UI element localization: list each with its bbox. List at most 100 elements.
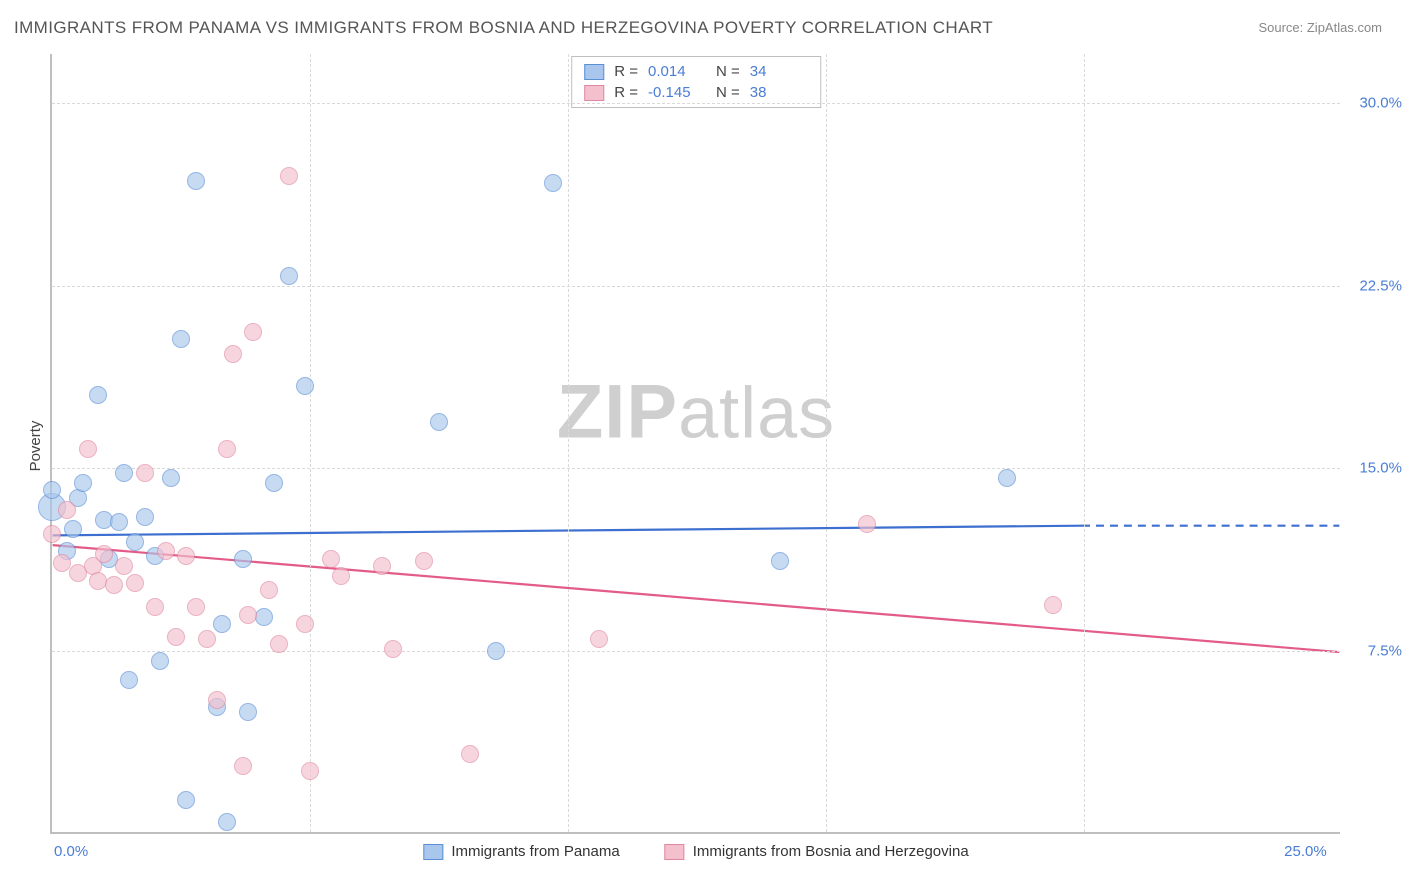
legend-label-panama: Immigrants from Panama xyxy=(451,843,619,860)
gridline-vertical xyxy=(826,54,827,832)
data-point-bosnia xyxy=(270,635,288,653)
x-tick-min: 0.0% xyxy=(54,843,88,860)
data-point-bosnia xyxy=(415,552,433,570)
data-point-bosnia xyxy=(146,598,164,616)
r-value-panama: 0.014 xyxy=(648,63,706,80)
n-label: N = xyxy=(716,63,740,80)
legend-stats-row-panama: R = 0.014 N = 34 xyxy=(572,61,820,82)
x-tick-max: 25.0% xyxy=(1284,843,1327,860)
data-point-bosnia xyxy=(136,464,154,482)
data-point-bosnia xyxy=(296,615,314,633)
n-value-panama: 34 xyxy=(750,63,808,80)
gridline-horizontal xyxy=(52,468,1340,469)
watermark-zip: ZIP xyxy=(557,369,678,454)
data-point-panama xyxy=(213,615,231,633)
gridline-horizontal xyxy=(52,651,1340,652)
r-label: R = xyxy=(614,84,638,101)
data-point-bosnia xyxy=(332,567,350,585)
gridline-horizontal xyxy=(52,286,1340,287)
data-point-panama xyxy=(296,377,314,395)
data-point-bosnia xyxy=(58,501,76,519)
data-point-bosnia xyxy=(301,762,319,780)
n-label: N = xyxy=(716,84,740,101)
data-point-panama xyxy=(151,652,169,670)
data-point-panama xyxy=(998,469,1016,487)
data-point-bosnia xyxy=(218,440,236,458)
y-tick-label: 7.5% xyxy=(1347,643,1402,660)
gridline-horizontal xyxy=(52,103,1340,104)
watermark: ZIPatlas xyxy=(557,368,835,455)
data-point-panama xyxy=(265,474,283,492)
data-point-panama xyxy=(771,552,789,570)
r-value-bosnia: -0.145 xyxy=(648,84,706,101)
data-point-panama xyxy=(43,481,61,499)
legend-swatch-bosnia xyxy=(665,844,685,860)
data-point-bosnia xyxy=(384,640,402,658)
data-point-bosnia xyxy=(43,525,61,543)
data-point-panama xyxy=(64,520,82,538)
y-tick-label: 22.5% xyxy=(1347,277,1402,294)
plot-area: ZIPatlas R = 0.014 N = 34 R = -0.145 N =… xyxy=(50,54,1340,834)
data-point-bosnia xyxy=(187,598,205,616)
data-point-panama xyxy=(239,703,257,721)
source-label: Source: ZipAtlas.com xyxy=(1258,20,1382,35)
data-point-panama xyxy=(218,813,236,831)
data-point-panama xyxy=(74,474,92,492)
y-tick-label: 15.0% xyxy=(1347,460,1402,477)
gridline-vertical xyxy=(568,54,569,832)
data-point-panama xyxy=(120,671,138,689)
data-point-bosnia xyxy=(858,515,876,533)
watermark-atlas: atlas xyxy=(678,373,835,453)
legend-item-bosnia: Immigrants from Bosnia and Herzegovina xyxy=(665,843,969,860)
r-label: R = xyxy=(614,63,638,80)
legend-stats-box: R = 0.014 N = 34 R = -0.145 N = 38 xyxy=(571,56,821,108)
legend-stats-row-bosnia: R = -0.145 N = 38 xyxy=(572,82,820,103)
data-point-bosnia xyxy=(157,542,175,560)
data-point-bosnia xyxy=(177,547,195,565)
data-point-bosnia xyxy=(95,545,113,563)
data-point-panama xyxy=(544,174,562,192)
gridline-vertical xyxy=(310,54,311,832)
gridline-vertical xyxy=(1084,54,1085,832)
data-point-panama xyxy=(126,533,144,551)
data-point-panama xyxy=(115,464,133,482)
data-point-panama xyxy=(136,508,154,526)
data-point-panama xyxy=(89,386,107,404)
data-point-bosnia xyxy=(322,550,340,568)
data-point-bosnia xyxy=(224,345,242,363)
legend-item-panama: Immigrants from Panama xyxy=(423,843,619,860)
data-point-panama xyxy=(172,330,190,348)
y-tick-label: 30.0% xyxy=(1347,94,1402,111)
data-point-panama xyxy=(187,172,205,190)
data-point-panama xyxy=(430,413,448,431)
data-point-bosnia xyxy=(79,440,97,458)
data-point-bosnia xyxy=(167,628,185,646)
data-point-panama xyxy=(177,791,195,809)
data-point-bosnia xyxy=(590,630,608,648)
data-point-bosnia xyxy=(208,691,226,709)
data-point-panama xyxy=(255,608,273,626)
y-axis-label: Poverty xyxy=(27,421,44,472)
n-value-bosnia: 38 xyxy=(750,84,808,101)
legend-label-bosnia: Immigrants from Bosnia and Herzegovina xyxy=(693,843,969,860)
data-point-bosnia xyxy=(280,167,298,185)
legend-swatch-panama xyxy=(584,64,604,80)
data-point-bosnia xyxy=(115,557,133,575)
data-point-panama xyxy=(280,267,298,285)
data-point-panama xyxy=(110,513,128,531)
data-point-panama xyxy=(487,642,505,660)
data-point-bosnia xyxy=(373,557,391,575)
data-point-bosnia xyxy=(260,581,278,599)
data-point-bosnia xyxy=(126,574,144,592)
legend-series: Immigrants from Panama Immigrants from B… xyxy=(423,843,968,860)
data-point-bosnia xyxy=(198,630,216,648)
chart-title: IMMIGRANTS FROM PANAMA VS IMMIGRANTS FRO… xyxy=(14,18,993,38)
data-point-bosnia xyxy=(244,323,262,341)
data-point-panama xyxy=(162,469,180,487)
data-point-panama xyxy=(234,550,252,568)
data-point-bosnia xyxy=(461,745,479,763)
data-point-bosnia xyxy=(234,757,252,775)
data-point-bosnia xyxy=(239,606,257,624)
data-point-bosnia xyxy=(1044,596,1062,614)
legend-swatch-bosnia xyxy=(584,85,604,101)
